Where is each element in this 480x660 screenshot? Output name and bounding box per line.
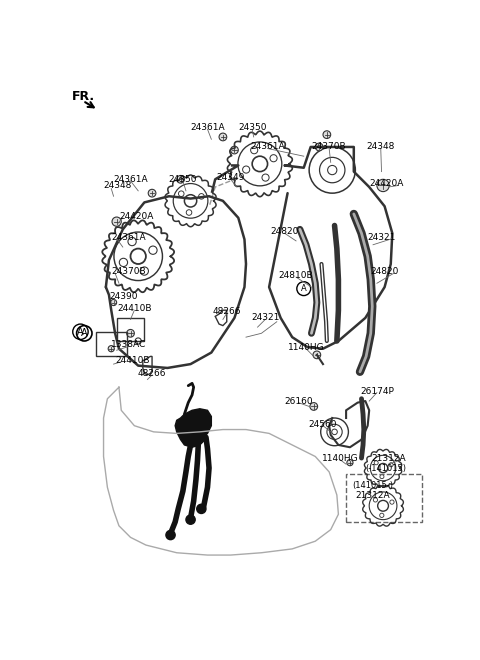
Circle shape (377, 180, 389, 191)
Text: 24370B: 24370B (312, 143, 347, 151)
Text: 24410B: 24410B (115, 356, 150, 365)
Circle shape (323, 131, 331, 139)
Text: 24361A: 24361A (111, 232, 146, 242)
Text: 24348: 24348 (367, 143, 395, 151)
Text: A: A (77, 327, 84, 337)
Circle shape (110, 300, 117, 306)
Circle shape (347, 459, 353, 466)
Circle shape (177, 176, 184, 183)
Text: FR.: FR. (72, 90, 95, 103)
Text: 24350: 24350 (238, 123, 266, 132)
Text: 24321: 24321 (251, 314, 279, 322)
Circle shape (186, 515, 195, 524)
Polygon shape (175, 409, 211, 447)
Text: 48266: 48266 (213, 308, 241, 316)
Bar (96, 332, 127, 356)
Text: 26160: 26160 (284, 397, 312, 405)
Text: 24420A: 24420A (119, 212, 153, 220)
Text: 21312A: 21312A (356, 490, 390, 500)
Text: 24820: 24820 (270, 227, 299, 236)
Text: 24420A: 24420A (370, 179, 404, 187)
Text: 24361A: 24361A (190, 123, 225, 132)
Circle shape (108, 346, 114, 352)
Circle shape (310, 403, 318, 411)
Text: 48266: 48266 (138, 369, 166, 378)
Text: (141015-): (141015-) (352, 481, 394, 490)
Circle shape (112, 217, 121, 226)
Circle shape (127, 329, 134, 337)
Bar (117, 318, 144, 341)
Text: A: A (81, 328, 88, 339)
Text: 24410B: 24410B (117, 304, 152, 313)
Circle shape (313, 351, 321, 359)
Circle shape (219, 133, 227, 141)
Text: 24349: 24349 (216, 174, 245, 182)
Text: 24361A: 24361A (250, 143, 285, 151)
Text: 24820: 24820 (370, 267, 398, 276)
Text: 21312A: 21312A (372, 453, 406, 463)
Circle shape (197, 504, 206, 513)
Text: (-141015): (-141015) (365, 463, 406, 473)
Text: 24348: 24348 (104, 181, 132, 190)
Text: 1140HG: 1140HG (288, 343, 324, 352)
Circle shape (166, 531, 175, 540)
Circle shape (230, 147, 238, 154)
Text: 26174P: 26174P (360, 387, 394, 395)
Circle shape (148, 189, 156, 197)
Text: 1140HG: 1140HG (322, 453, 358, 463)
Polygon shape (143, 356, 152, 375)
Circle shape (315, 143, 323, 151)
Text: 24370B: 24370B (111, 267, 146, 276)
Polygon shape (215, 310, 227, 325)
Text: 1338AC: 1338AC (111, 341, 146, 349)
Text: 24321: 24321 (368, 232, 396, 242)
Text: 24350: 24350 (168, 175, 197, 183)
Text: 24560: 24560 (309, 420, 337, 428)
Text: A: A (301, 284, 307, 293)
Text: 24361A: 24361A (113, 175, 148, 183)
Text: 24390: 24390 (109, 292, 137, 301)
Text: 24810B: 24810B (279, 271, 313, 280)
